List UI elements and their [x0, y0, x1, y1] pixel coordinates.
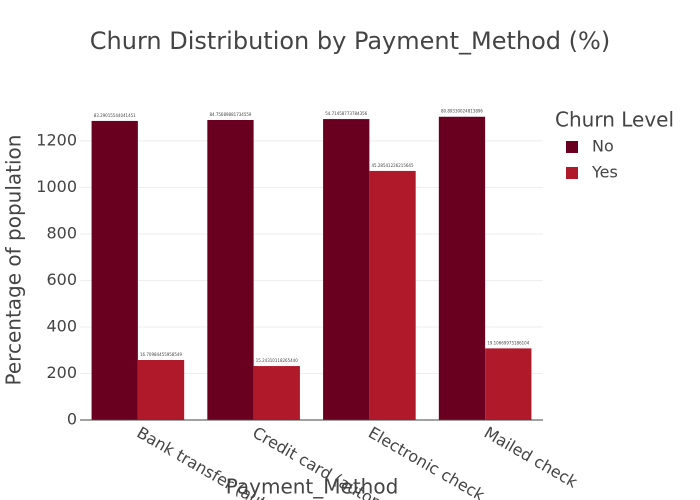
legend-label: No [592, 137, 614, 156]
y-tick-label: 1000 [36, 177, 77, 196]
bar-text: 83.29015544041451 [94, 113, 136, 118]
bar-text: 19.10669975186104 [487, 340, 529, 345]
y-tick-label: 400 [46, 316, 77, 335]
bar [137, 360, 185, 420]
bar [485, 348, 532, 420]
legend-title: Churn Level [555, 108, 674, 132]
bar [207, 120, 254, 420]
bar-text: 84.75689881734559 [209, 112, 251, 117]
x-tick-label: Mailed check [481, 423, 582, 492]
bar-text: 45.28541226215645 [372, 163, 414, 168]
x-axis-title: Payment_Method [226, 475, 399, 499]
chart-title: Churn Distribution by Payment_Method (%) [90, 27, 610, 55]
bar-text: 54.71458773784356 [325, 111, 367, 116]
bar [438, 116, 486, 420]
legend-swatch [566, 141, 578, 153]
bar [91, 120, 138, 420]
bar [369, 170, 416, 420]
y-axis-title: Percentage of population [2, 135, 26, 386]
bar-text: 80.89330024813896 [441, 109, 483, 114]
legend-label: Yes [591, 163, 618, 182]
y-tick-label: 200 [46, 363, 77, 382]
legend-swatch [566, 167, 578, 179]
bar [323, 119, 370, 421]
bar [253, 366, 300, 420]
y-tick-label: 0 [67, 410, 77, 429]
y-tick-label: 600 [46, 270, 77, 289]
y-tick-label: 1200 [36, 130, 77, 149]
bar-text: 16.70984455958549 [140, 352, 182, 357]
y-tick-label: 800 [46, 223, 77, 242]
bar-text: 15.24310118265440 [256, 358, 298, 363]
